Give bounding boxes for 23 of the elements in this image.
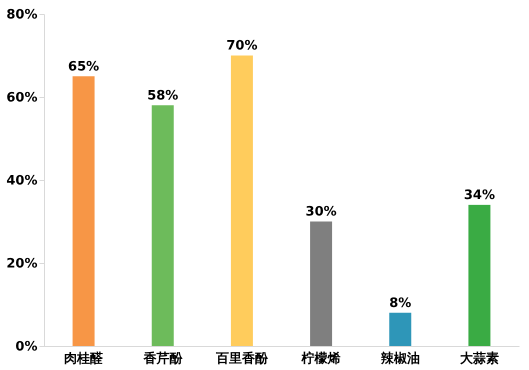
y-tick-label: 0% xyxy=(15,340,38,354)
x-tick-label: 百里香酚 xyxy=(214,350,269,366)
x-tick-label: 香芹酚 xyxy=(142,350,184,366)
x-tick-label: 柠檬烯 xyxy=(300,350,341,366)
y-tick-label: 80% xyxy=(6,8,38,22)
x-tick-label: 肉桂醛 xyxy=(64,352,104,366)
bar xyxy=(389,312,412,346)
y-tick-label: 40% xyxy=(6,174,38,188)
data-label: 58% xyxy=(147,88,178,104)
bar xyxy=(72,76,95,346)
data-label: 30% xyxy=(306,204,337,220)
data-label: 70% xyxy=(226,38,258,54)
bar xyxy=(152,105,174,346)
x-tick-label: 大蒜素 xyxy=(460,350,499,366)
data-label: 8% xyxy=(389,296,412,311)
data-label: 34% xyxy=(464,188,495,203)
x-tick-label: 辣椒油 xyxy=(380,350,420,366)
y-tick-label: 20% xyxy=(6,256,38,272)
bar xyxy=(230,56,253,346)
bar xyxy=(310,222,332,346)
data-label: 65% xyxy=(68,59,100,74)
y-tick-label: 60% xyxy=(6,90,38,106)
bar xyxy=(468,204,490,346)
